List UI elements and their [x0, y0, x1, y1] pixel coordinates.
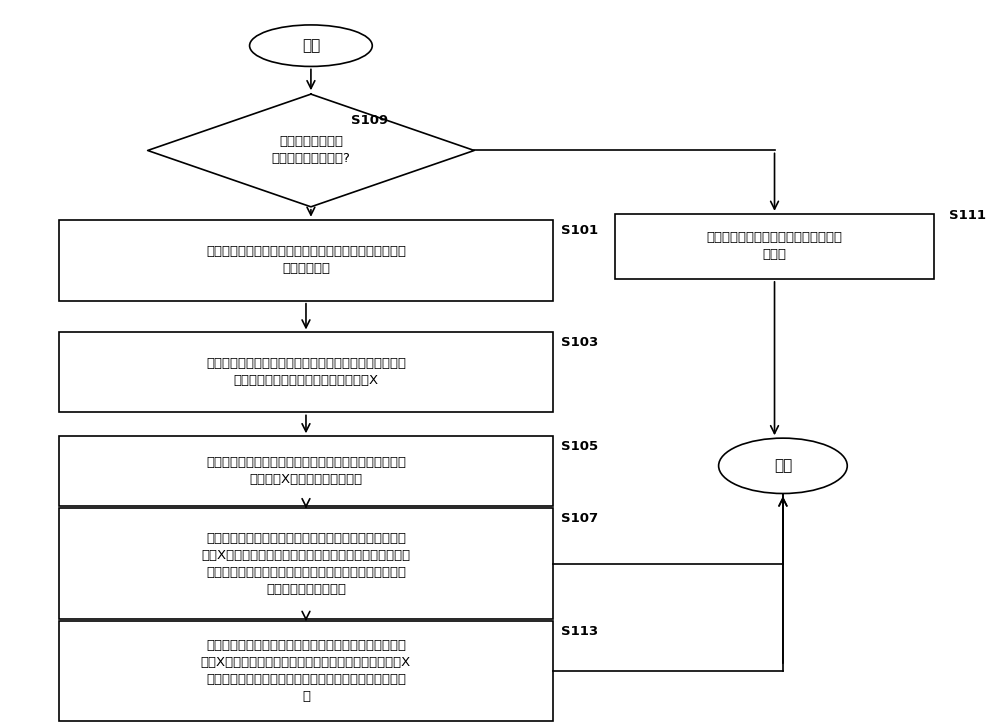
Text: 从链路聚合端口的状态寄存器中获取链路聚合端口的成员
端口状态信息: 从链路聚合端口的状态寄存器中获取链路聚合端口的成员 端口状态信息 [206, 245, 406, 275]
Bar [59, 508, 553, 619]
Text: S113: S113 [561, 625, 598, 638]
Ellipse shape [250, 25, 372, 66]
Bar [615, 214, 934, 279]
Bar [59, 333, 553, 413]
Text: 当链路聚合端口的成员端口中产生信号劣化光路衰减的个
数值X大于预定阈值时，将链路聚合端口的所有成员端口状
态设置为信号劣化状态，并通知虚段层上报故障进行业务
保: 当链路聚合端口的成员端口中产生信号劣化光路衰减的个 数值X大于预定阈值时，将链路… [201, 531, 411, 596]
Bar [59, 220, 553, 301]
Text: S107: S107 [561, 513, 598, 526]
Text: S105: S105 [561, 440, 598, 453]
Polygon shape [148, 94, 474, 207]
Text: 开始: 开始 [302, 38, 320, 53]
Text: S111: S111 [949, 209, 986, 222]
Ellipse shape [719, 438, 847, 494]
Bar [59, 436, 553, 507]
Text: 将得到链路聚合端口的成员端口中产生信号劣化光路衰减
的个数值X与预定阈值进行比较: 将得到链路聚合端口的成员端口中产生信号劣化光路衰减 的个数值X与预定阈值进行比较 [206, 456, 406, 486]
Text: 当链路聚合端口的成员端口中产生信号劣化光路衰减的个
数值X小于等于预定阈值时，将产生信号劣化光路衰减的X
个成员端口状态设置为不参与业务流量转发的不活动的状
态: 当链路聚合端口的成员端口中产生信号劣化光路衰减的个 数值X小于等于预定阈值时，将… [201, 639, 411, 703]
Text: 按照现有技术进行信号劣化上报切换保
护处理: 按照现有技术进行信号劣化上报切换保 护处理 [707, 232, 843, 261]
Text: S101: S101 [561, 223, 598, 237]
Text: 结束: 结束 [774, 459, 792, 473]
Bar [59, 621, 553, 721]
Text: S109: S109 [351, 114, 388, 127]
Text: S103: S103 [561, 336, 599, 349]
Text: 判断网络侧出端口
是否为链路聚合端口?: 判断网络侧出端口 是否为链路聚合端口? [271, 135, 350, 165]
Text: 根据获取的成员端口状态信息，得到链路聚合端口的成员
端口中产生信号劣化光路衰减的个数值X: 根据获取的成员端口状态信息，得到链路聚合端口的成员 端口中产生信号劣化光路衰减的… [206, 357, 406, 387]
